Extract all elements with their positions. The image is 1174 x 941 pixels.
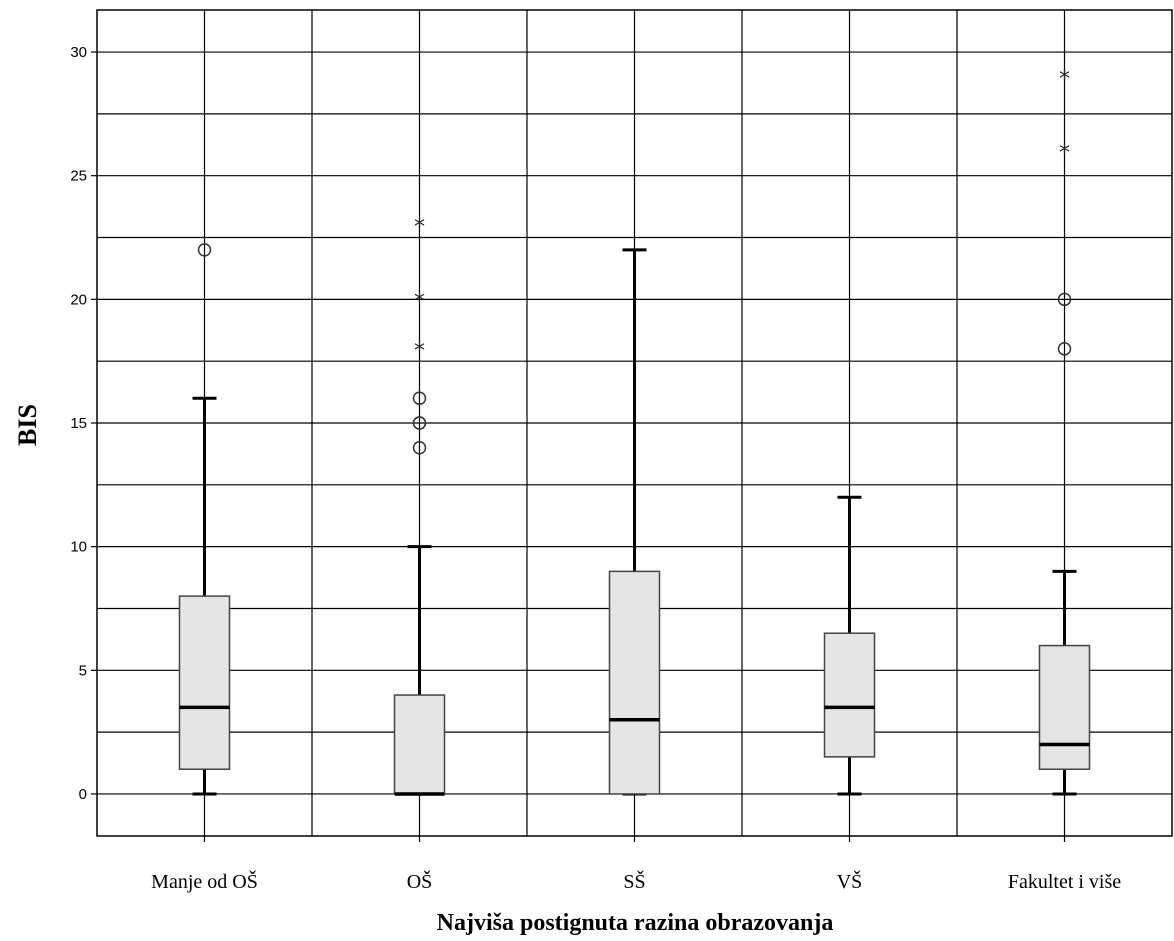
y-tick-label: 25 bbox=[70, 168, 87, 185]
x-tick-label: Fakultet i više bbox=[1008, 871, 1121, 893]
extreme-point: * bbox=[414, 215, 425, 240]
y-tick-label: 30 bbox=[70, 44, 87, 61]
outlier-point bbox=[197, 243, 212, 257]
y-tick-label: 15 bbox=[70, 415, 87, 432]
extreme-point: * bbox=[1059, 141, 1070, 166]
x-axis-title: Najviša postignuta razina obrazovanja bbox=[437, 910, 834, 936]
outlier-point bbox=[412, 416, 427, 430]
axis-layer: 0 5 10 15 20 25 30 Manje od OŠ OŠ SŠ VŠ Fakultet i … bbox=[70, 44, 1121, 893]
extreme-point: * bbox=[1059, 67, 1070, 92]
x-tick-label: SŠ bbox=[623, 869, 645, 893]
box bbox=[823, 632, 876, 758]
box bbox=[1038, 644, 1091, 770]
x-tick-label: Manje od OŠ bbox=[151, 869, 258, 893]
x-tick-label: OŠ bbox=[407, 869, 433, 893]
box bbox=[393, 694, 446, 795]
box-group bbox=[823, 495, 876, 796]
y-tick-label: 0 bbox=[79, 786, 87, 803]
outlier-point bbox=[412, 440, 427, 455]
box-group bbox=[608, 248, 661, 796]
box bbox=[178, 595, 231, 770]
extreme-point: * bbox=[414, 339, 425, 364]
outlier-point bbox=[412, 391, 427, 406]
y-tick-label: 5 bbox=[79, 662, 87, 679]
y-tick-label: 20 bbox=[70, 291, 87, 308]
x-tick-label: VŠ bbox=[837, 869, 863, 893]
extreme-point: * bbox=[414, 289, 425, 314]
outlier-point bbox=[1057, 342, 1072, 356]
y-axis-title: BIS bbox=[13, 404, 42, 446]
y-tick-label: 10 bbox=[70, 539, 87, 556]
box-group: ** bbox=[1038, 67, 1091, 796]
box bbox=[608, 570, 661, 795]
box-group: * * * bbox=[393, 215, 446, 796]
box-layer: ***** bbox=[178, 67, 1091, 796]
box-group bbox=[178, 243, 231, 796]
outlier-point bbox=[1057, 292, 1072, 307]
